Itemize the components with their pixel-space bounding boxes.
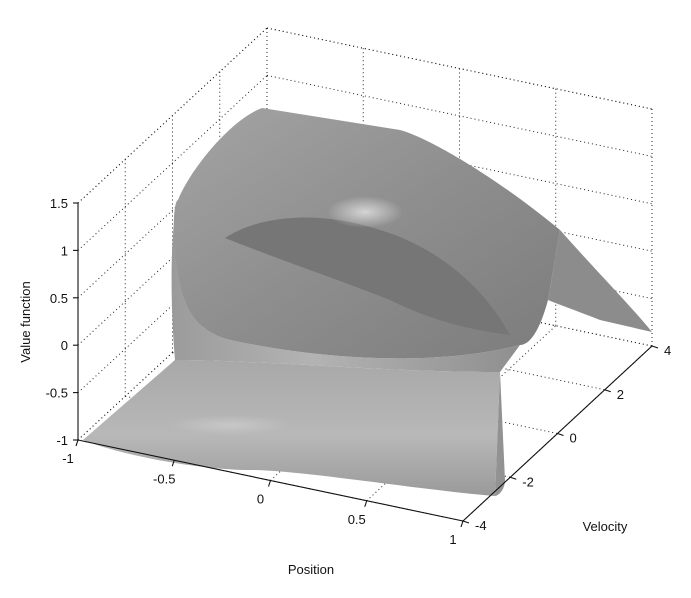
y-tick-mark — [462, 520, 470, 524]
surface-low-plateau — [83, 360, 500, 496]
x-tick-mark — [364, 500, 368, 507]
z-tick-label: 0.5 — [50, 291, 68, 306]
value-function-surface — [83, 108, 652, 496]
y-tick-label: 2 — [617, 387, 624, 402]
y-tick-label: 0 — [570, 431, 577, 446]
surface-highlight — [327, 196, 403, 228]
y-tick-mark — [604, 389, 611, 393]
y-axis-label: Velocity — [583, 519, 628, 534]
y-tick-mark — [510, 476, 517, 480]
ticks: -1 -0.5 0 0.5 1 1.5 -1 -0.5 0 0.5 1 -4 -2 0 2 4 — [46, 196, 672, 547]
surface-highlight-low — [170, 415, 290, 435]
grid-line — [266, 27, 653, 110]
y-tick-label: -4 — [475, 518, 487, 533]
x-tick-label: 1 — [449, 532, 456, 547]
y-tick-mark — [557, 432, 564, 437]
y-tick-label: 4 — [664, 343, 671, 358]
z-axis-label: Value function — [18, 281, 33, 362]
grid-line — [77, 122, 268, 299]
z-tick-label: 1.5 — [50, 196, 68, 211]
z-tick-label: -0.5 — [46, 386, 68, 401]
grid-line — [266, 74, 653, 157]
x-tick-mark — [460, 520, 464, 528]
y-tick-label: -2 — [522, 474, 534, 489]
grid-line — [77, 27, 268, 204]
z-tick-label: -1 — [56, 433, 68, 448]
grid-line — [77, 75, 268, 251]
z-tick-label: 0 — [61, 338, 68, 353]
x-tick-label: 0 — [257, 492, 264, 507]
surface-right-wing — [548, 230, 652, 332]
x-tick-mark — [267, 480, 272, 487]
z-tick-label: 1 — [61, 243, 68, 258]
x-tick-mark — [75, 439, 79, 447]
x-tick-label: -0.5 — [153, 471, 175, 486]
x-tick-label: -1 — [62, 451, 74, 466]
y-tick-mark — [651, 345, 659, 349]
surface-basin — [225, 217, 510, 335]
x-axis-label: Position — [288, 562, 334, 577]
x-tick-label: 0.5 — [348, 512, 366, 527]
x-tick-mark — [171, 460, 175, 467]
